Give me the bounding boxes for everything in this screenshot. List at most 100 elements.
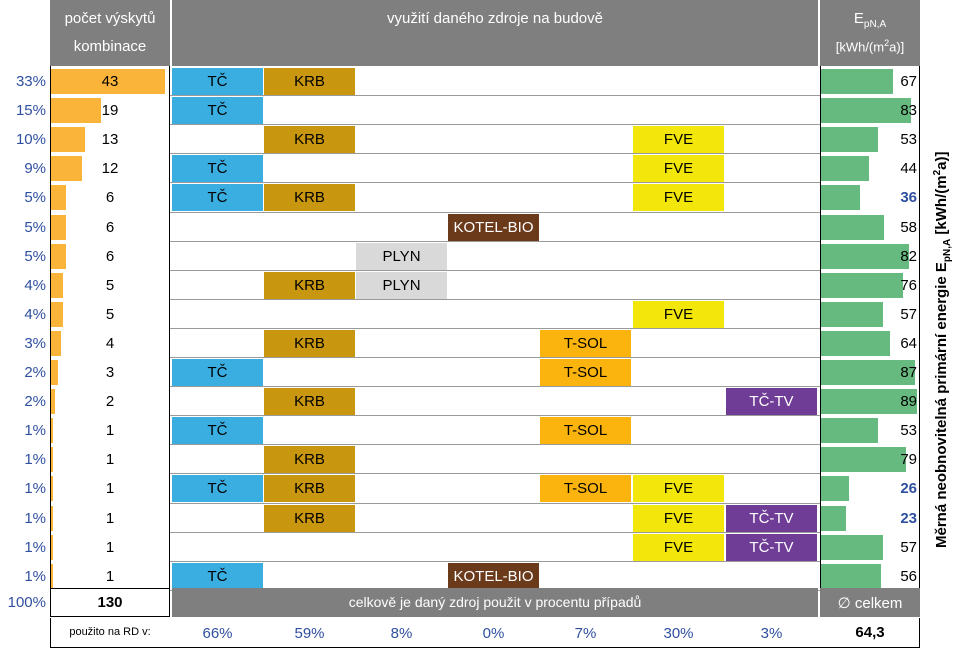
row-percent: 5% — [24, 189, 46, 206]
source-cell-krb: KRB — [264, 184, 355, 211]
row-count: 1 — [105, 480, 115, 497]
row-count: 19 — [101, 102, 119, 119]
source-cell-t-tv: TČ-TV — [726, 534, 817, 561]
count-bar — [50, 564, 53, 589]
row-percent: 9% — [24, 160, 46, 177]
ep-bar — [821, 156, 869, 181]
ep-value: 36 — [900, 189, 917, 206]
row-count: 3 — [105, 364, 115, 381]
row-percent: 1% — [24, 422, 46, 439]
header-middle — [172, 0, 818, 66]
row-count: 43 — [101, 73, 119, 90]
source-cell-t-: TČ — [172, 155, 263, 182]
footer-avg-value: 64,3 — [855, 624, 885, 641]
count-bar — [50, 331, 61, 356]
row-divider — [170, 270, 820, 271]
row-divider — [170, 299, 820, 300]
footer-total-pct: 100% — [7, 594, 46, 611]
ep-bar — [821, 98, 911, 123]
header-ep — [820, 0, 920, 66]
source-cell-t-: TČ — [172, 97, 263, 124]
ep-bar — [821, 69, 894, 94]
footer-avg-label: ∅ celkem — [837, 595, 903, 612]
ep-value: 82 — [900, 248, 917, 265]
source-cell-fve: FVE — [633, 534, 724, 561]
row-percent: 3% — [24, 335, 46, 352]
ep-value: 79 — [900, 451, 917, 468]
header-count-line1: počet výskytů — [64, 10, 156, 27]
source-cell-t-sol: T-SOL — [540, 359, 631, 386]
count-column-border — [50, 66, 170, 589]
row-divider — [170, 503, 820, 504]
row-percent: 10% — [15, 131, 46, 148]
row-count: 1 — [105, 451, 115, 468]
count-bar — [50, 447, 53, 472]
ep-bar — [821, 215, 884, 240]
ep-value: 57 — [900, 539, 917, 556]
row-count: 1 — [105, 422, 115, 439]
count-bar — [50, 418, 53, 443]
source-cell-krb: KRB — [264, 68, 355, 95]
row-count: 1 — [105, 568, 115, 585]
row-count: 12 — [101, 160, 119, 177]
source-cell-krb: KRB — [264, 126, 355, 153]
footer-summary-text: celkově je daný zdroj použit v procentu … — [348, 594, 642, 610]
ep-value: 76 — [900, 277, 917, 294]
count-bar — [50, 215, 66, 240]
source-cell-plyn: PLYN — [356, 272, 447, 299]
source-cell-fve: FVE — [633, 301, 724, 328]
row-percent: 2% — [24, 393, 46, 410]
used-value-kotel-bio: 0% — [482, 625, 505, 642]
used-value-t-: 66% — [202, 625, 233, 642]
row-percent: 4% — [24, 306, 46, 323]
count-bar — [50, 389, 56, 414]
footer-total-box — [50, 588, 170, 617]
source-cell-fve: FVE — [633, 475, 724, 502]
row-count: 1 — [105, 539, 115, 556]
used-value-fve: 30% — [663, 625, 694, 642]
footer-avg-bg — [820, 588, 920, 617]
used-value-t-tv: 3% — [760, 625, 783, 642]
ep-bar — [821, 127, 879, 152]
row-count: 6 — [105, 248, 115, 265]
ep-bar — [821, 564, 882, 589]
row-divider — [170, 95, 820, 96]
used-value-plyn: 8% — [390, 625, 413, 642]
row-divider — [170, 241, 820, 242]
source-cell-plyn: PLYN — [356, 243, 447, 270]
header-count — [50, 0, 170, 66]
count-bar — [50, 69, 165, 94]
count-bar — [50, 360, 58, 385]
row-percent: 2% — [24, 364, 46, 381]
row-count: 2 — [105, 393, 115, 410]
ep-bar — [821, 302, 883, 327]
row-count: 6 — [105, 219, 115, 236]
ep-value: 26 — [900, 480, 917, 497]
source-cell-fve: FVE — [633, 505, 724, 532]
ep-value: 53 — [900, 422, 917, 439]
ep-bar — [821, 506, 846, 531]
row-divider — [170, 182, 820, 183]
row-count: 5 — [105, 277, 115, 294]
count-bar — [50, 302, 64, 327]
footer-total-count: 130 — [97, 594, 123, 611]
row-percent: 1% — [24, 539, 46, 556]
ep-value: 57 — [900, 306, 917, 323]
source-cell-t-tv: TČ-TV — [726, 505, 817, 532]
ep-bar — [821, 389, 917, 414]
count-bar — [50, 98, 101, 123]
right-axis-label: Měrná neobnovitelná primární energie EpN… — [932, 151, 953, 548]
count-bar — [50, 476, 53, 501]
ep-value: 64 — [900, 335, 917, 352]
header-count-line2: kombinace — [73, 38, 147, 55]
row-percent: 5% — [24, 248, 46, 265]
footer-summary-bg — [172, 588, 818, 617]
header-middle-title: využití daného zdroje na budově — [387, 10, 603, 27]
ep-value: 23 — [900, 510, 917, 527]
header-ep-title: EpN,A — [853, 10, 887, 30]
footer-used-label: použito na RD v: — [69, 626, 151, 638]
row-percent: 1% — [24, 568, 46, 585]
count-bar — [50, 127, 85, 152]
row-divider — [170, 153, 820, 154]
ep-value: 83 — [900, 102, 917, 119]
